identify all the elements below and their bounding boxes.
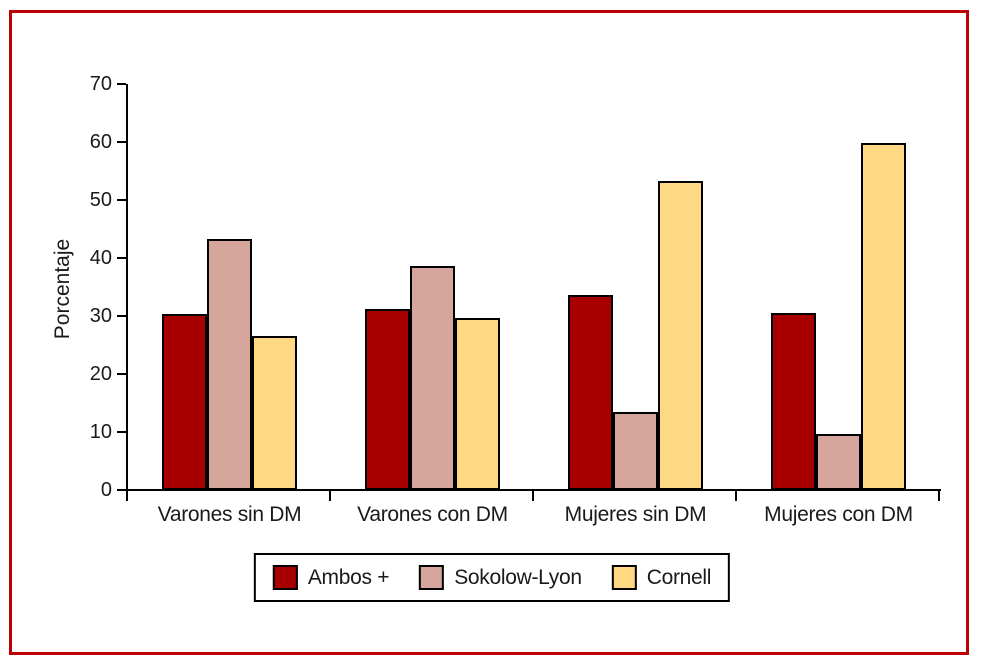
- y-tick-label: 60: [89, 131, 112, 153]
- legend-item: Sokolow-Lyon: [419, 565, 582, 590]
- bar-cornell: [455, 318, 500, 490]
- x-category-label: Varones con DM: [357, 503, 508, 526]
- legend-swatch-icon: [611, 565, 637, 590]
- x-tick-mark: [938, 491, 940, 501]
- x-category-label: Mujeres con DM: [764, 503, 913, 526]
- x-axis-line: [126, 489, 941, 491]
- y-tick-mark: [117, 257, 126, 259]
- bar-ambos-: [365, 309, 410, 490]
- legend: Ambos + Sokolow-Lyon Cornell: [253, 553, 731, 602]
- legend-swatch-icon: [419, 565, 445, 590]
- y-tick-mark: [117, 373, 126, 375]
- bar-ambos-: [771, 313, 816, 490]
- legend-label: Ambos +: [307, 565, 390, 589]
- bar-ambos-: [568, 295, 613, 490]
- bar-cornell: [658, 181, 703, 490]
- page-border-frame: [9, 10, 969, 655]
- bar-ambos-: [162, 314, 207, 490]
- y-tick-label: 30: [89, 305, 112, 327]
- y-tick-mark: [117, 431, 126, 433]
- y-tick-mark: [117, 83, 126, 85]
- legend-item: Ambos +: [272, 565, 390, 590]
- bar-cornell: [861, 143, 906, 490]
- bar-cornell: [252, 336, 297, 490]
- y-tick-label: 0: [100, 479, 112, 501]
- legend-label: Sokolow-Lyon: [454, 565, 582, 589]
- x-tick-mark: [126, 491, 128, 501]
- x-category-label: Mujeres sin DM: [564, 503, 707, 526]
- y-tick-mark: [117, 489, 126, 491]
- y-axis-title: Porcentaje: [51, 238, 74, 340]
- y-tick-label: 70: [89, 73, 112, 95]
- bar-sokolow-lyon: [816, 434, 861, 490]
- y-tick-label: 20: [89, 363, 112, 385]
- x-category-label: Varones sin DM: [157, 503, 302, 526]
- y-axis-line: [126, 84, 128, 492]
- y-tick-label: 40: [89, 247, 112, 269]
- legend-item: Cornell: [611, 565, 712, 590]
- y-tick-label: 50: [89, 189, 112, 211]
- x-tick-mark: [735, 491, 737, 501]
- y-tick-mark: [117, 315, 126, 317]
- y-tick-mark: [117, 199, 126, 201]
- legend-label: Cornell: [646, 565, 712, 589]
- y-tick-mark: [117, 141, 126, 143]
- bar-sokolow-lyon: [207, 239, 252, 490]
- bar-sokolow-lyon: [410, 266, 455, 490]
- x-tick-mark: [329, 491, 331, 501]
- bar-sokolow-lyon: [613, 412, 658, 490]
- y-tick-label: 10: [89, 421, 112, 443]
- x-tick-mark: [532, 491, 534, 501]
- legend-swatch-icon: [272, 565, 298, 590]
